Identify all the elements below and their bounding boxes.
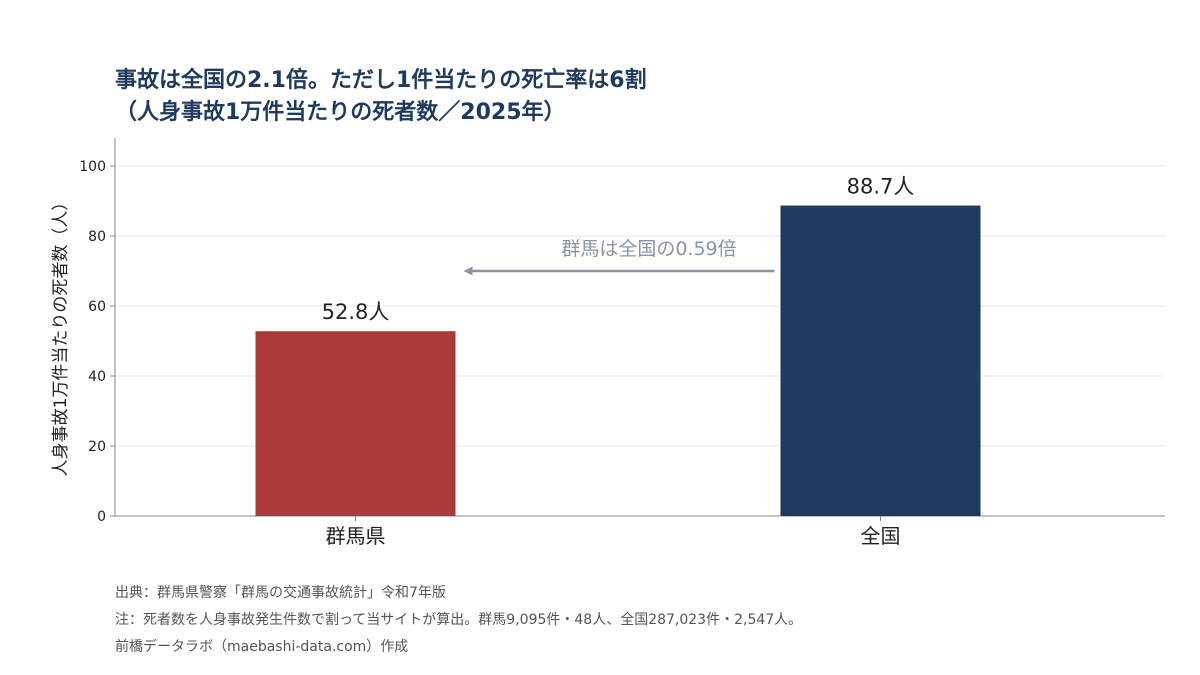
x-tick-label: 群馬県 bbox=[326, 524, 386, 548]
y-tick-label: 100 bbox=[79, 159, 106, 175]
bar-gunma bbox=[255, 331, 456, 516]
bar-national bbox=[780, 205, 981, 517]
y-axis-title: 人身事故1万件当たりの死者数（人） bbox=[51, 194, 71, 477]
source-note: 出典：群馬県警察「群馬の交通事故統計」令和7年版 bbox=[115, 585, 446, 601]
x-tick-label: 全国 bbox=[861, 524, 901, 548]
chart-title-line-1: 事故は全国の2.1倍。ただし1件当たりの死亡率は6割 bbox=[115, 68, 647, 93]
annotation-label: 群馬は全国の0.59倍 bbox=[561, 238, 736, 260]
credit-note: 前橋データラボ（maebashi-data.com）作成 bbox=[115, 639, 409, 655]
annotation-arrow-head bbox=[463, 266, 473, 276]
y-tick-label: 20 bbox=[88, 439, 106, 455]
bar-value-label: 88.7人 bbox=[847, 175, 915, 199]
y-tick-label: 0 bbox=[97, 509, 106, 525]
y-tick-label: 40 bbox=[88, 369, 106, 385]
bar-value-label: 52.8人 bbox=[322, 300, 390, 324]
y-tick-label: 80 bbox=[88, 229, 106, 245]
method-note: 注：死者数を人身事故発生件数で割って当サイトが算出。群馬9,095件・48人、全… bbox=[115, 612, 803, 628]
chart-title-line-2: （人身事故1万件当たりの死者数／2025年） bbox=[115, 100, 566, 125]
y-tick-label: 60 bbox=[88, 299, 106, 315]
